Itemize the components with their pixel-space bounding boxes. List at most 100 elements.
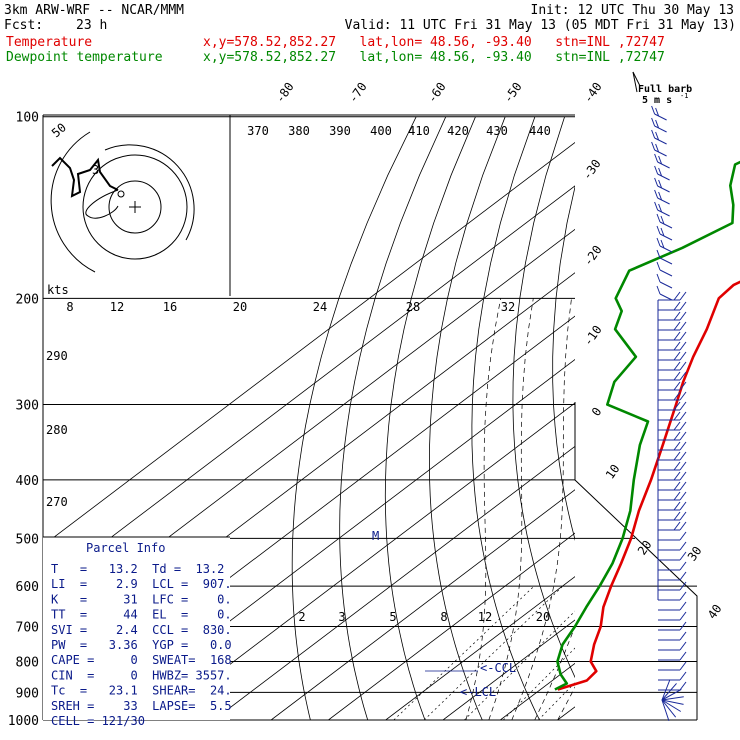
barb-feather	[679, 491, 687, 501]
barb-surface	[661, 679, 671, 701]
isotherm-40	[672, 117, 740, 720]
pressure-label-700: 700	[16, 621, 39, 636]
isotherm-10	[500, 662, 575, 720]
theta-label-390: 390	[329, 124, 351, 138]
barb-flag2	[658, 191, 663, 201]
pressure-label-600: 600	[16, 580, 39, 595]
forecast-label: Fcst:	[4, 18, 44, 33]
barb-staff	[657, 185, 670, 193]
isotherm-label-7: -10	[581, 323, 605, 349]
hodo-speed-label-20: 20	[233, 300, 247, 314]
barb-feather	[679, 451, 687, 461]
barb-staff	[657, 197, 670, 205]
barb-staff	[657, 161, 670, 169]
parcel-row-9: SREH = 33 LAPSE= 5.5	[51, 699, 232, 713]
isotherm-label-1: -70	[346, 80, 370, 106]
barb-feather	[679, 641, 687, 651]
isotherm-label-9: 10	[603, 462, 623, 482]
isotherm-label-0: -80	[273, 80, 297, 106]
hodo-height-label: 3	[92, 163, 99, 177]
sounding-lines	[554, 160, 740, 691]
barb-feather2	[673, 511, 681, 521]
barb-staff	[659, 281, 673, 289]
barb-flag	[651, 141, 656, 151]
annotation-0: M	[372, 529, 379, 543]
mixing-ratio-5	[464, 610, 575, 720]
pressure-label-300: 300	[16, 399, 39, 414]
temperature-location: x,y=578.52,852.27 lat,lon= 48.56, -93.40…	[203, 35, 665, 50]
theta-label-400: 400	[370, 124, 392, 138]
barb-flag	[656, 261, 661, 271]
barb-feather	[679, 631, 687, 641]
barb-staff	[659, 293, 673, 301]
barb-feather2	[673, 491, 681, 501]
init-time: Init: 12 UTC Thu 30 May 13	[530, 3, 735, 18]
theta-label-440: 440	[529, 124, 551, 138]
barb-flag	[656, 285, 661, 295]
isotherm-label-8: 0	[589, 405, 605, 419]
pressure-label-100: 100	[16, 111, 39, 126]
moist-adiabats	[465, 298, 740, 720]
mixing-ratio-lines	[393, 585, 575, 720]
barb-feather2	[673, 361, 681, 371]
isotherm-20	[557, 706, 575, 720]
parcel-row-1: LI = 2.9 LCL = 907.	[51, 577, 232, 591]
dry-adiabat-310	[552, 185, 575, 541]
barb-feather	[679, 471, 687, 481]
legend-barb-line1: Full barb	[638, 84, 692, 95]
barb-feather	[679, 531, 687, 541]
hodo-storm-motion	[117, 190, 125, 198]
dry-adiabat-290	[471, 116, 541, 720]
isotherm-label-12: 40	[705, 602, 725, 622]
barb-feather	[679, 601, 687, 611]
hodo-speed-label-8: 8	[66, 300, 73, 314]
hodo-trace	[51, 156, 119, 198]
isotherm-label-5: -30	[580, 157, 604, 183]
barb-feather	[679, 401, 687, 411]
hodo-ring-0	[82, 154, 188, 260]
barb-flag	[654, 165, 659, 175]
barb-feather	[679, 331, 687, 341]
pressure-label-900: 900	[16, 686, 39, 701]
barb-staff	[654, 125, 667, 133]
hodo-speed-label-16: 16	[163, 300, 177, 314]
barb-feather	[679, 541, 687, 551]
isotherm--60	[98, 359, 575, 720]
isotherm-label-6: -20	[581, 243, 605, 269]
barb-flag	[656, 249, 661, 259]
barb-feather	[679, 371, 687, 381]
parcel-row-0: T = 13.2 Td = 13.2	[51, 562, 224, 576]
barb-flag2	[660, 215, 665, 225]
parcel-row-2: K = 31 LFC = 0.	[51, 592, 232, 606]
hodo-speed-label-12: 12	[110, 300, 124, 314]
isotherm-label-4: -40	[581, 80, 605, 106]
isotherm-label-2: -60	[425, 80, 449, 106]
isotherm--40	[213, 445, 575, 720]
barb-flag2	[655, 143, 660, 153]
moist-adiabat-32	[626, 298, 740, 720]
barb-feather2	[673, 341, 681, 351]
barb-feather2	[673, 291, 681, 301]
barb-feather2	[673, 351, 681, 361]
isotherm-label-10: 20	[635, 538, 655, 558]
legend-barb-line2: 5 m s	[642, 95, 672, 106]
barb-surface	[661, 699, 670, 722]
parcel-title: Parcel Info	[86, 541, 165, 555]
isotherm--30	[270, 489, 575, 720]
barb-feather	[679, 561, 687, 571]
barb-feather	[679, 611, 687, 621]
barb-feather	[679, 501, 687, 511]
moist-adiabat-8	[488, 298, 534, 720]
barb-staff	[657, 209, 670, 217]
isotherm--20	[328, 532, 575, 720]
parcel-row-5: PW = 3.36 YGP = 0.0	[51, 638, 232, 652]
barb-staff	[659, 221, 673, 229]
barb-flag2	[655, 131, 660, 141]
barb-flag	[656, 273, 661, 283]
barb-surface	[661, 699, 677, 718]
barb-flag	[651, 117, 656, 127]
theta-side-label-270: 270	[46, 495, 68, 509]
valid-time: Valid: 11 UTC Fri 31 May 13 (05 MDT Fri …	[344, 18, 736, 33]
barb-feather	[679, 591, 687, 601]
mixing-ratio-8	[502, 647, 575, 720]
